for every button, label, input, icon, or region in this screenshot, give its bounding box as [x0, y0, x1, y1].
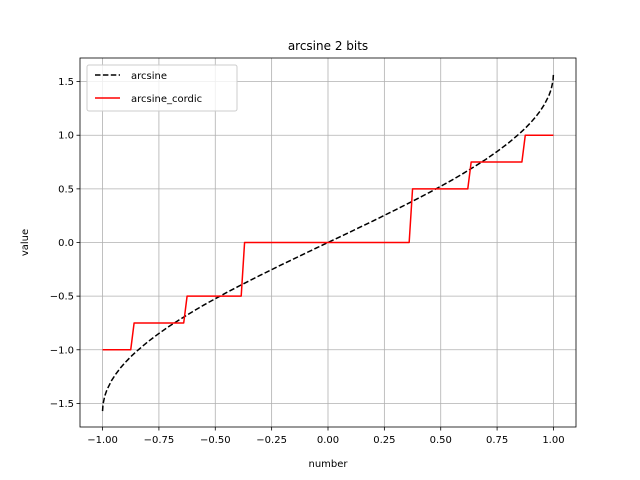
x-axis-label: number: [308, 459, 348, 470]
x-tick-label: 0.75: [486, 435, 508, 446]
legend: arcsine arcsine_cordic: [86, 64, 238, 112]
legend-label-arcsine-cordic: arcsine_cordic: [131, 94, 202, 105]
x-tick-label: 0.25: [373, 435, 395, 446]
x-tick-label: −0.25: [256, 435, 287, 446]
x-tick-label: 0.00: [317, 435, 339, 446]
legend-label-arcsine: arcsine: [131, 71, 167, 82]
x-tick-label: −0.75: [144, 435, 175, 446]
x-tick-label: 0.50: [430, 435, 452, 446]
y-tick-label: 1.5: [58, 77, 74, 88]
chart-title: arcsine 2 bits: [288, 39, 368, 53]
y-tick-label: 1.0: [58, 131, 74, 142]
series-group: [101, 73, 555, 412]
y-tick-label: −0.5: [50, 292, 74, 303]
y-tick-label: 0.0: [58, 238, 74, 249]
y-tick-label: 0.5: [58, 184, 74, 195]
legend-box: [86, 64, 238, 112]
x-tick-label: 1.00: [542, 435, 564, 446]
series-line-arcsine: [101, 73, 555, 412]
y-tick-label: −1.5: [50, 399, 74, 410]
series-line-arcsine-cordic: [102, 134, 554, 351]
x-tick-label: −0.50: [200, 435, 231, 446]
ticks: −1.00 −0.75 −0.50 −0.25 0.00 0.25 0.50 0.75 1.00…: [50, 77, 565, 446]
y-tick-label: −1.0: [50, 345, 74, 356]
y-axis-label: value: [20, 229, 31, 256]
x-tick-label: −1.00: [87, 435, 118, 446]
